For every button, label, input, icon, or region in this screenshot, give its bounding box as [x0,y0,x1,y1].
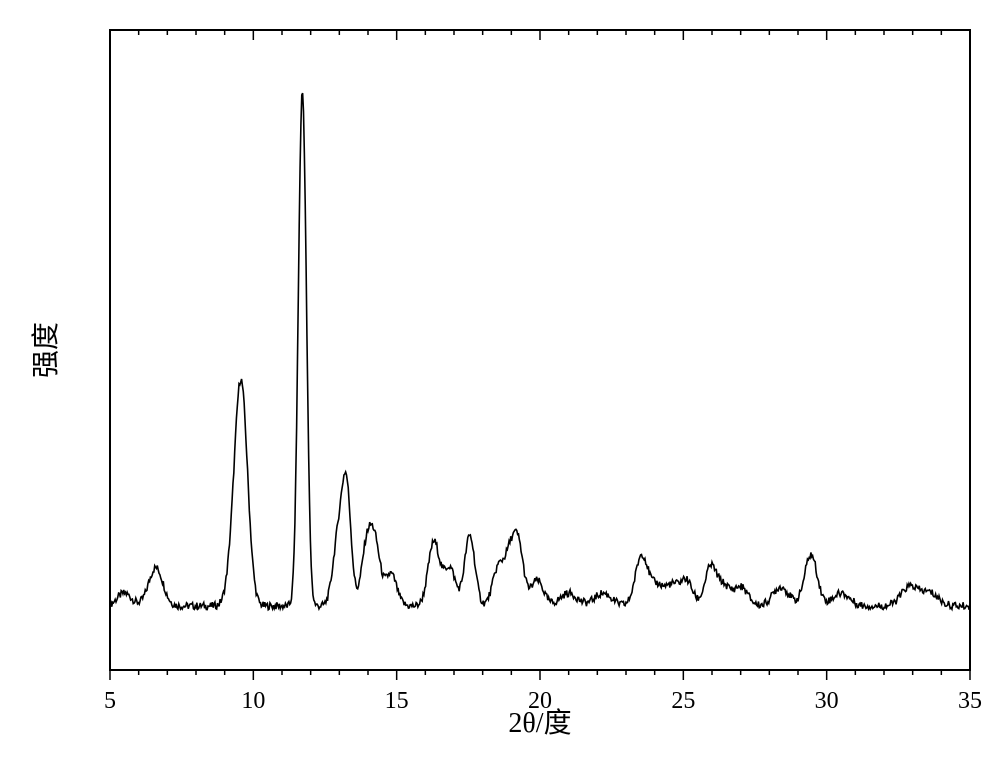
chart-container: { "chart": { "type": "line", "width": 10… [0,0,1000,768]
x-tick-label: 10 [241,688,265,714]
x-tick-label: 25 [671,688,695,714]
x-axis-label: 2θ/度 [508,707,571,739]
y-axis-label: 强度 [30,322,62,378]
x-tick-label: 35 [958,688,982,714]
x-tick-label: 5 [104,688,116,714]
xrd-chart: 51015202530352θ/度强度 [0,0,1000,768]
x-tick-label: 30 [815,688,839,714]
x-tick-label: 15 [385,688,409,714]
